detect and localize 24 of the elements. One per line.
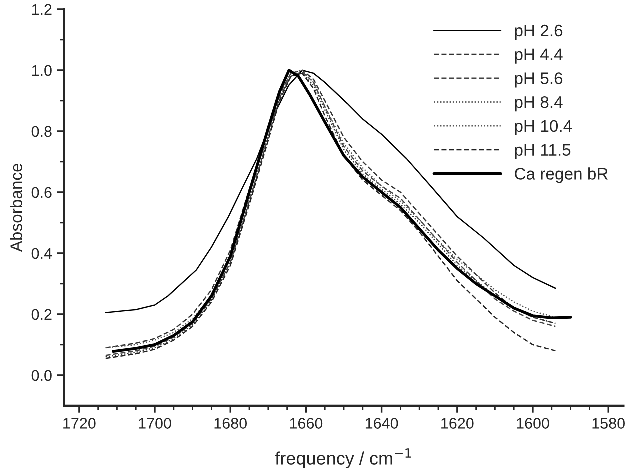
- x-tick-label: 1700: [139, 418, 172, 429]
- x-tick-label: 1580: [592, 418, 625, 429]
- legend-label: pH 8.4: [515, 96, 563, 112]
- y-tick-label: 0.0: [32, 370, 52, 382]
- legend-label: pH 10.4: [515, 120, 572, 136]
- y-tick-label: 0.8: [32, 126, 52, 138]
- legend-label: pH 5.6: [515, 72, 563, 88]
- legend-label: pH 11.5: [515, 144, 571, 160]
- x-tick-label: 1620: [442, 418, 474, 429]
- x-tick-label: 1660: [290, 418, 323, 429]
- y-tick-label: 0.4: [32, 248, 52, 260]
- legend-label: Ca regen bR: [515, 168, 608, 184]
- x-tick-label: 1680: [214, 418, 248, 429]
- y-tick-label: 1.2: [32, 4, 52, 15]
- y-tick-label: 0.6: [32, 187, 52, 198]
- x-tick-label: 1720: [64, 418, 96, 429]
- legend-label: pH 4.4: [515, 48, 563, 64]
- legend-label: pH 2.6: [515, 24, 563, 40]
- x-tick-label: 1600: [517, 418, 550, 429]
- x-tick-label: 1640: [366, 418, 398, 429]
- y-axis-title: Absorbance: [10, 164, 22, 252]
- y-tick-label: 0.2: [32, 309, 52, 320]
- y-tick-label: 1.0: [32, 65, 52, 76]
- x-axis-title: frequency / cm$^{−1}$: [275, 448, 412, 469]
